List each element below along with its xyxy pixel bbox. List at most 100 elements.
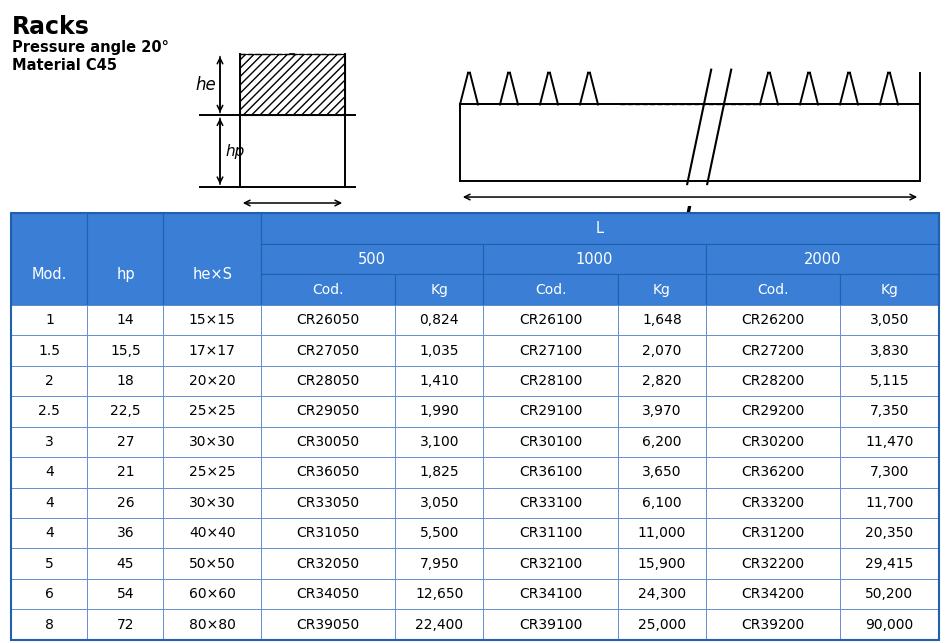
Text: 3,830: 3,830 [869, 343, 909, 358]
Bar [484, 518, 618, 548]
Bar [87, 518, 163, 548]
Text: 15×15: 15×15 [189, 313, 236, 327]
Bar [11, 518, 87, 548]
Text: 4: 4 [45, 496, 54, 510]
Text: 8: 8 [45, 617, 54, 631]
Text: CR39200: CR39200 [741, 617, 805, 631]
Text: 1,825: 1,825 [420, 466, 459, 479]
Bar [395, 427, 484, 457]
Bar [395, 579, 484, 610]
Text: Pressure angle 20°: Pressure angle 20° [12, 40, 169, 55]
Text: 40×40: 40×40 [189, 526, 236, 540]
Text: CR26100: CR26100 [519, 313, 582, 327]
Bar [618, 305, 706, 335]
Bar [484, 275, 618, 305]
Bar [87, 610, 163, 640]
Bar [261, 366, 395, 396]
Text: Cod.: Cod. [757, 283, 788, 296]
Bar [163, 487, 261, 518]
Bar [163, 427, 261, 457]
Text: Mod.: Mod. [31, 267, 67, 282]
Bar [87, 487, 163, 518]
Text: CR39100: CR39100 [519, 617, 582, 631]
Bar [841, 610, 939, 640]
Text: CR31200: CR31200 [741, 526, 805, 540]
Text: CR39050: CR39050 [296, 617, 360, 631]
Text: 80×80: 80×80 [189, 617, 236, 631]
Text: 6,100: 6,100 [642, 496, 682, 510]
Text: CR29050: CR29050 [296, 404, 360, 419]
Text: CR31050: CR31050 [296, 526, 360, 540]
Bar [261, 335, 395, 366]
Bar [618, 366, 706, 396]
Text: CR29100: CR29100 [519, 404, 582, 419]
Text: L: L [596, 221, 603, 236]
Text: 27: 27 [117, 435, 134, 449]
Bar [706, 548, 841, 579]
Text: 11,470: 11,470 [865, 435, 914, 449]
Bar [706, 366, 841, 396]
Text: CR32200: CR32200 [742, 557, 805, 570]
Bar [87, 457, 163, 487]
Bar [484, 548, 618, 579]
Bar [618, 335, 706, 366]
Bar [395, 610, 484, 640]
Text: 50×50: 50×50 [189, 557, 236, 570]
Text: 5,500: 5,500 [420, 526, 459, 540]
Bar [163, 396, 261, 426]
Bar [484, 396, 618, 426]
Bar [484, 244, 706, 275]
Bar [706, 396, 841, 426]
Bar [618, 457, 706, 487]
Text: CR28200: CR28200 [741, 374, 805, 388]
Bar [841, 305, 939, 335]
Text: 18: 18 [117, 374, 134, 388]
Text: 2.5: 2.5 [39, 404, 61, 419]
Bar [163, 457, 261, 487]
Bar [395, 335, 484, 366]
Text: Racks: Racks [12, 15, 90, 39]
Text: 1,035: 1,035 [420, 343, 459, 358]
Text: CR32050: CR32050 [296, 557, 360, 570]
Text: 24,300: 24,300 [637, 587, 686, 601]
Text: 4: 4 [45, 466, 54, 479]
Text: 50,200: 50,200 [865, 587, 914, 601]
Text: hp: hp [116, 267, 135, 282]
Bar [261, 213, 939, 244]
Text: S: S [286, 212, 299, 230]
Bar [706, 487, 841, 518]
Text: 3,970: 3,970 [642, 404, 681, 419]
Bar [163, 366, 261, 396]
Bar [261, 610, 395, 640]
Text: 11,700: 11,700 [865, 496, 914, 510]
Text: 1000: 1000 [576, 251, 614, 267]
Text: 30×30: 30×30 [189, 496, 236, 510]
Text: CR30050: CR30050 [296, 435, 360, 449]
Text: 500: 500 [358, 251, 386, 267]
Bar [841, 335, 939, 366]
Text: 17×17: 17×17 [189, 343, 236, 358]
Bar [87, 213, 163, 305]
Bar [240, 54, 345, 116]
Text: 22,400: 22,400 [415, 617, 464, 631]
Bar [87, 335, 163, 366]
Bar [484, 305, 618, 335]
Bar [11, 213, 87, 305]
Bar [395, 548, 484, 579]
Bar [841, 457, 939, 487]
Text: CR36050: CR36050 [296, 466, 360, 479]
Bar [706, 335, 841, 366]
Bar [841, 427, 939, 457]
Bar [618, 518, 706, 548]
Bar [484, 427, 618, 457]
Bar [618, 579, 706, 610]
Text: CR34050: CR34050 [296, 587, 360, 601]
Text: 11,000: 11,000 [637, 526, 686, 540]
Text: CR30200: CR30200 [742, 435, 805, 449]
Text: 3,100: 3,100 [420, 435, 459, 449]
Bar [841, 396, 939, 426]
Text: 25,000: 25,000 [637, 617, 686, 631]
Text: 45: 45 [117, 557, 134, 570]
Bar [484, 335, 618, 366]
Text: 4: 4 [45, 526, 54, 540]
